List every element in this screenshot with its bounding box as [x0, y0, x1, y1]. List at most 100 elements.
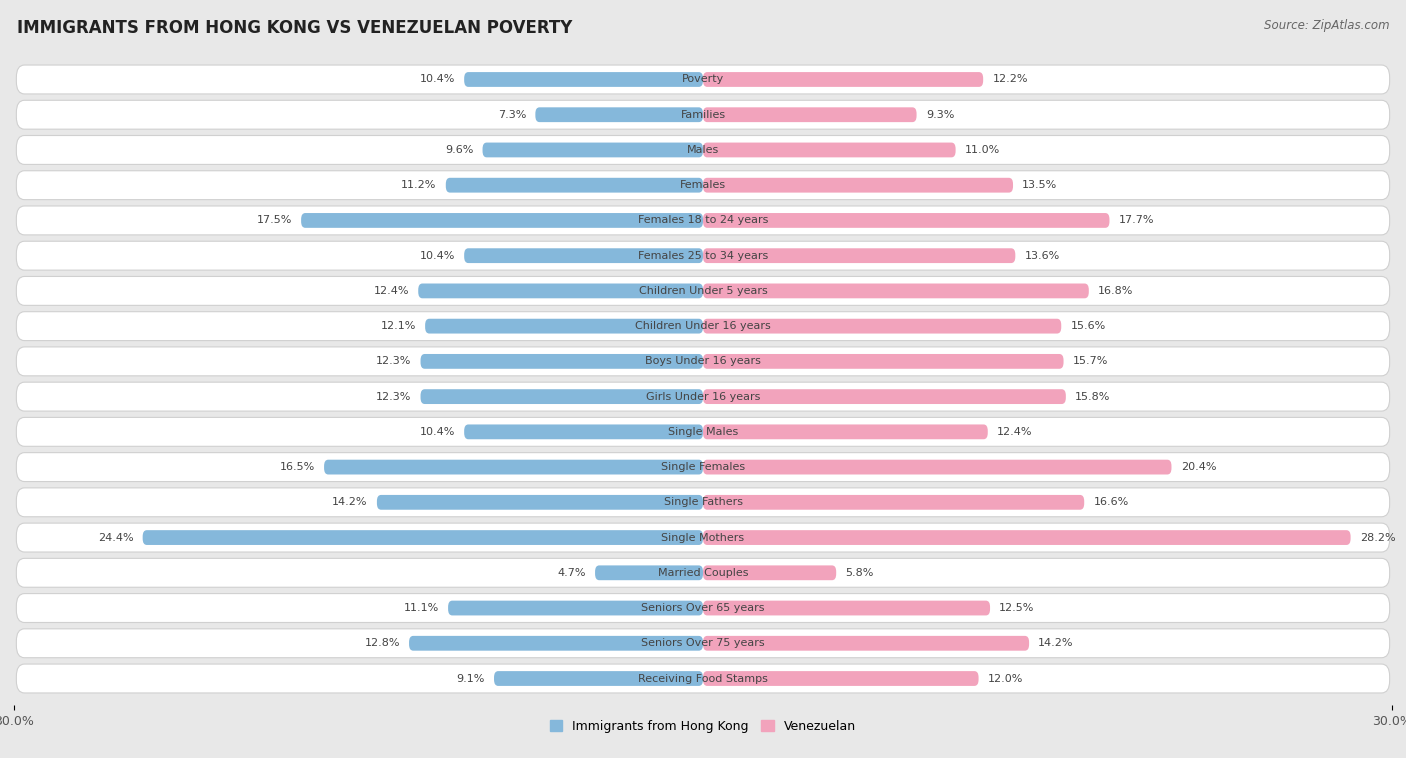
Text: Females: Females — [681, 180, 725, 190]
Text: Single Males: Single Males — [668, 427, 738, 437]
FancyBboxPatch shape — [17, 277, 1389, 305]
Text: Single Mothers: Single Mothers — [661, 533, 745, 543]
Text: 12.0%: 12.0% — [988, 674, 1024, 684]
FancyBboxPatch shape — [703, 389, 1066, 404]
Text: Single Females: Single Females — [661, 462, 745, 472]
Text: 28.2%: 28.2% — [1360, 533, 1395, 543]
FancyBboxPatch shape — [301, 213, 703, 228]
FancyBboxPatch shape — [703, 283, 1088, 299]
Text: 10.4%: 10.4% — [419, 251, 456, 261]
FancyBboxPatch shape — [17, 382, 1389, 411]
FancyBboxPatch shape — [425, 319, 703, 334]
FancyBboxPatch shape — [420, 354, 703, 369]
Text: 17.5%: 17.5% — [256, 215, 292, 225]
FancyBboxPatch shape — [703, 671, 979, 686]
Text: Males: Males — [688, 145, 718, 155]
FancyBboxPatch shape — [420, 389, 703, 404]
Text: Poverty: Poverty — [682, 74, 724, 84]
FancyBboxPatch shape — [17, 171, 1389, 199]
Text: Children Under 16 years: Children Under 16 years — [636, 321, 770, 331]
Text: Families: Families — [681, 110, 725, 120]
FancyBboxPatch shape — [703, 249, 1015, 263]
FancyBboxPatch shape — [17, 664, 1389, 693]
Text: 4.7%: 4.7% — [557, 568, 586, 578]
Text: Girls Under 16 years: Girls Under 16 years — [645, 392, 761, 402]
Text: Females 25 to 34 years: Females 25 to 34 years — [638, 251, 768, 261]
FancyBboxPatch shape — [703, 565, 837, 580]
Text: 12.1%: 12.1% — [381, 321, 416, 331]
FancyBboxPatch shape — [17, 136, 1389, 164]
Text: 12.4%: 12.4% — [997, 427, 1032, 437]
FancyBboxPatch shape — [703, 354, 1063, 369]
Text: 11.2%: 11.2% — [401, 180, 437, 190]
FancyBboxPatch shape — [536, 108, 703, 122]
Text: 14.2%: 14.2% — [332, 497, 368, 507]
Text: 12.8%: 12.8% — [364, 638, 399, 648]
FancyBboxPatch shape — [494, 671, 703, 686]
Text: Females 18 to 24 years: Females 18 to 24 years — [638, 215, 768, 225]
Text: 13.5%: 13.5% — [1022, 180, 1057, 190]
Text: 13.6%: 13.6% — [1025, 251, 1060, 261]
FancyBboxPatch shape — [703, 213, 1109, 228]
Text: 16.6%: 16.6% — [1094, 497, 1129, 507]
Text: 11.0%: 11.0% — [965, 145, 1000, 155]
Text: 15.7%: 15.7% — [1073, 356, 1108, 366]
Text: 15.6%: 15.6% — [1070, 321, 1105, 331]
FancyBboxPatch shape — [17, 453, 1389, 481]
FancyBboxPatch shape — [409, 636, 703, 650]
Text: 10.4%: 10.4% — [419, 74, 456, 84]
FancyBboxPatch shape — [323, 459, 703, 475]
FancyBboxPatch shape — [17, 65, 1389, 94]
FancyBboxPatch shape — [17, 629, 1389, 658]
Legend: Immigrants from Hong Kong, Venezuelan: Immigrants from Hong Kong, Venezuelan — [546, 715, 860, 738]
FancyBboxPatch shape — [446, 178, 703, 193]
Text: Single Fathers: Single Fathers — [664, 497, 742, 507]
FancyBboxPatch shape — [703, 600, 990, 615]
Text: Seniors Over 75 years: Seniors Over 75 years — [641, 638, 765, 648]
Text: 14.2%: 14.2% — [1038, 638, 1074, 648]
FancyBboxPatch shape — [703, 108, 917, 122]
FancyBboxPatch shape — [595, 565, 703, 580]
FancyBboxPatch shape — [464, 72, 703, 87]
Text: 17.7%: 17.7% — [1119, 215, 1154, 225]
FancyBboxPatch shape — [17, 312, 1389, 340]
Text: Source: ZipAtlas.com: Source: ZipAtlas.com — [1264, 19, 1389, 32]
FancyBboxPatch shape — [482, 143, 703, 158]
Text: 7.3%: 7.3% — [498, 110, 526, 120]
Text: Receiving Food Stamps: Receiving Food Stamps — [638, 674, 768, 684]
FancyBboxPatch shape — [703, 178, 1012, 193]
Text: 16.8%: 16.8% — [1098, 286, 1133, 296]
FancyBboxPatch shape — [703, 530, 1351, 545]
FancyBboxPatch shape — [418, 283, 703, 299]
FancyBboxPatch shape — [17, 594, 1389, 622]
FancyBboxPatch shape — [703, 459, 1171, 475]
FancyBboxPatch shape — [17, 241, 1389, 270]
Text: 11.1%: 11.1% — [404, 603, 439, 613]
FancyBboxPatch shape — [703, 424, 988, 439]
FancyBboxPatch shape — [17, 559, 1389, 587]
Text: Seniors Over 65 years: Seniors Over 65 years — [641, 603, 765, 613]
Text: 12.3%: 12.3% — [375, 392, 412, 402]
FancyBboxPatch shape — [17, 347, 1389, 376]
Text: 15.8%: 15.8% — [1076, 392, 1111, 402]
FancyBboxPatch shape — [17, 418, 1389, 446]
Text: 20.4%: 20.4% — [1181, 462, 1216, 472]
Text: 16.5%: 16.5% — [280, 462, 315, 472]
Text: Boys Under 16 years: Boys Under 16 years — [645, 356, 761, 366]
FancyBboxPatch shape — [17, 206, 1389, 235]
Text: 5.8%: 5.8% — [845, 568, 873, 578]
FancyBboxPatch shape — [17, 488, 1389, 517]
Text: Married Couples: Married Couples — [658, 568, 748, 578]
FancyBboxPatch shape — [703, 495, 1084, 509]
Text: 12.5%: 12.5% — [1000, 603, 1035, 613]
FancyBboxPatch shape — [703, 72, 983, 87]
FancyBboxPatch shape — [17, 100, 1389, 129]
Text: 9.1%: 9.1% — [457, 674, 485, 684]
Text: 9.3%: 9.3% — [925, 110, 955, 120]
FancyBboxPatch shape — [17, 523, 1389, 552]
FancyBboxPatch shape — [703, 319, 1062, 334]
Text: 12.4%: 12.4% — [374, 286, 409, 296]
FancyBboxPatch shape — [703, 636, 1029, 650]
Text: 12.3%: 12.3% — [375, 356, 412, 366]
FancyBboxPatch shape — [377, 495, 703, 509]
